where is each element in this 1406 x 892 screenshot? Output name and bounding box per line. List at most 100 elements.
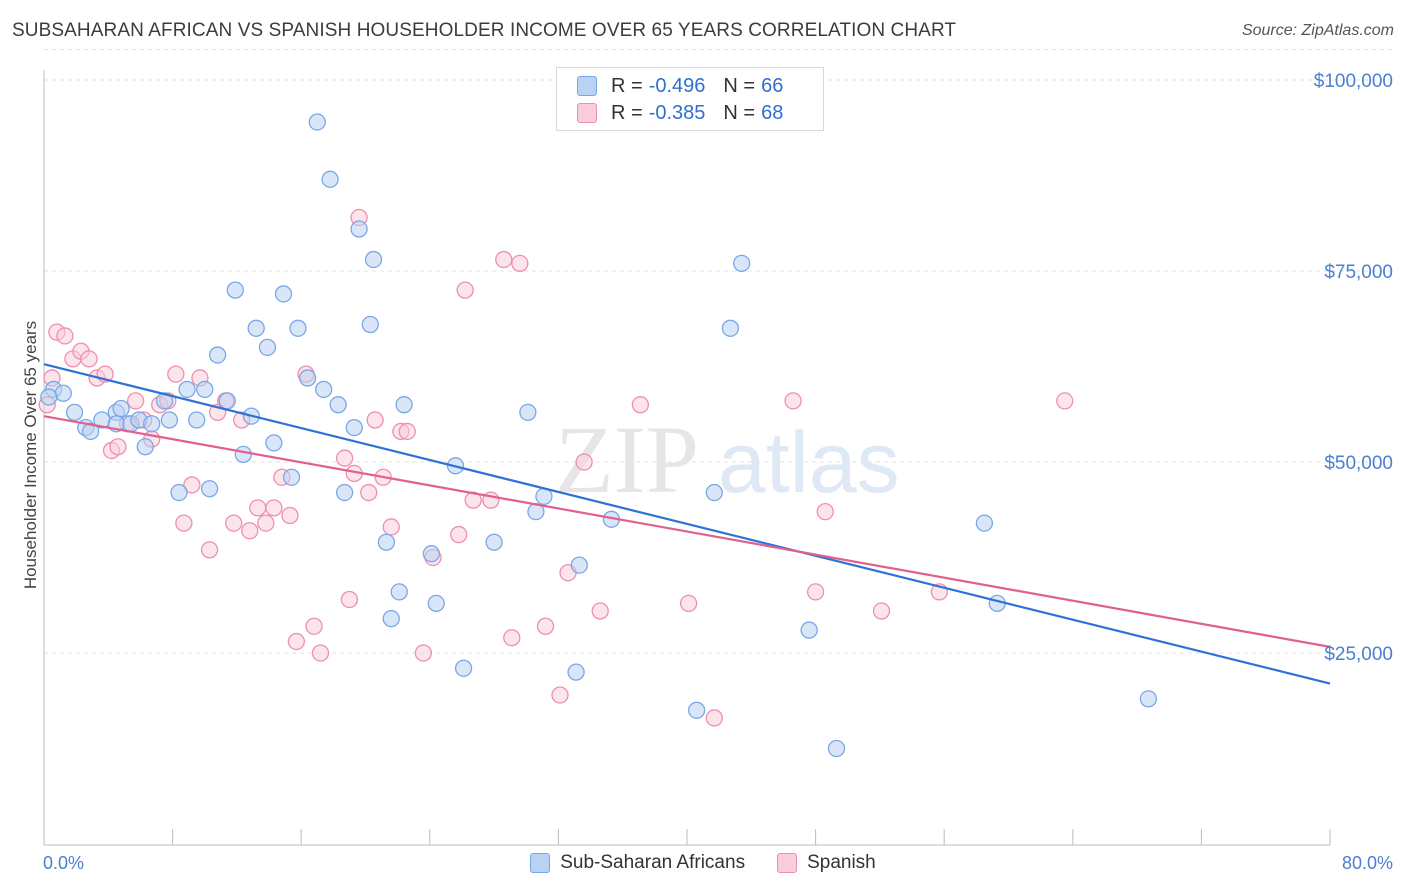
subsaharan-point <box>54 384 72 402</box>
y-tick-label: $50,000 <box>1324 453 1393 474</box>
subsaharan-point <box>827 739 846 758</box>
subsaharan-point <box>687 701 706 719</box>
subsaharan-point <box>321 170 339 188</box>
subsaharan-point <box>800 621 818 639</box>
spanish-point <box>872 602 891 620</box>
spanish-point <box>631 396 650 414</box>
subsaharan-point <box>282 468 301 486</box>
subsaharan-point <box>143 415 161 433</box>
spanish-point <box>80 350 98 368</box>
subsaharan-point <box>345 418 363 437</box>
spanish-point <box>511 254 529 273</box>
spanish-point <box>360 483 378 502</box>
legend-swatch-pink <box>577 103 597 123</box>
spanish-point <box>1056 392 1074 410</box>
trend-lines <box>43 363 1331 685</box>
subsaharan-point <box>226 281 244 299</box>
subsaharan-point <box>136 438 154 456</box>
subsaharan-point <box>377 533 396 551</box>
y-tick-label: $25,000 <box>1324 644 1393 665</box>
subsaharan-point <box>308 113 326 131</box>
spanish-point <box>249 499 267 517</box>
spanish-point <box>679 594 698 612</box>
spanish-point <box>806 583 825 601</box>
legend-label-subsaharan: Sub-Saharan Africans <box>560 852 746 873</box>
subsaharan-point <box>335 483 354 502</box>
subsaharan-point <box>298 369 317 387</box>
subsaharan-point <box>315 380 333 399</box>
spanish-point <box>265 499 283 517</box>
subsaharan-point <box>427 594 445 612</box>
spanish-point <box>536 617 555 635</box>
spanish-point <box>167 365 185 383</box>
spanish-point <box>784 392 802 410</box>
subsaharan-point <box>485 533 503 551</box>
spanish-point <box>281 506 299 525</box>
spanish-point <box>414 644 433 662</box>
spanish-point <box>311 644 330 662</box>
spanish-point <box>175 514 193 532</box>
legend-swatch-blue <box>577 76 597 96</box>
legend-swatch-subsaharan <box>530 853 551 873</box>
legend-row-subsaharan: R = -0.496 N = 66 <box>577 73 783 99</box>
spanish-point <box>183 476 201 494</box>
legend-label-spanish: Spanish <box>807 852 876 873</box>
spanish-point <box>109 438 127 456</box>
subsaharan-point <box>178 380 196 399</box>
legend-n-value: 66 <box>761 74 784 97</box>
series-legend: Sub-Saharan Africans Spanish <box>0 852 1406 874</box>
subsaharan-point <box>570 556 588 574</box>
spanish-trend-line <box>43 415 1331 648</box>
y-tick-label: $100,000 <box>1314 71 1393 92</box>
subsaharan-point <box>234 445 252 464</box>
subsaharan-point <box>382 609 400 628</box>
legend-r-value: -0.496 <box>648 74 706 97</box>
spanish-point <box>257 514 275 532</box>
spanish-point <box>225 514 243 532</box>
subsaharan-point <box>390 583 408 601</box>
y-tick-label: $75,000 <box>1324 262 1393 283</box>
spanish-point <box>495 250 513 269</box>
legend-item-subsaharan[interactable]: Sub-Saharan Africans <box>530 852 745 874</box>
legend-row-spanish: R = -0.385 N = 68 <box>577 100 783 126</box>
subsaharan-point <box>519 403 537 421</box>
subsaharan-point <box>350 220 368 238</box>
legend-r-label: R = <box>611 74 643 97</box>
subsaharan-point <box>975 514 994 532</box>
subsaharan-point <box>196 380 214 399</box>
legend-swatch-spanish <box>777 853 798 873</box>
subsaharan-point <box>1139 690 1158 708</box>
subsaharan-point <box>40 388 58 406</box>
source-label: Source: ZipAtlas.com <box>1241 22 1394 39</box>
subsaharan-point <box>395 396 413 414</box>
legend-n-label: N = <box>723 101 756 124</box>
subsaharan-point <box>422 545 441 563</box>
subsaharan-point <box>170 483 188 502</box>
x-tick-label-max: 80.0% <box>1342 853 1393 873</box>
subsaharan-point <box>567 663 585 681</box>
subsaharan-trend-line <box>43 363 1331 685</box>
y-axis-title: Householder Income Over 65 years <box>21 321 40 589</box>
subsaharan-point <box>160 411 179 429</box>
subsaharan-point <box>361 315 379 334</box>
axes <box>43 70 1331 846</box>
spanish-point <box>551 686 569 704</box>
spanish-point <box>503 629 521 647</box>
legend-r-label: R = <box>611 101 643 124</box>
y-tick-labels: $25,000 $50,000 $75,000 $100,000 <box>1314 71 1393 665</box>
subsaharan-point <box>454 659 473 677</box>
spanish-point <box>382 518 400 536</box>
watermark-atlas: atlas <box>718 415 900 511</box>
spanish-point <box>305 617 323 635</box>
legend-item-spanish[interactable]: Spanish <box>777 852 876 874</box>
legend-r-value: -0.385 <box>648 101 706 124</box>
legend-n-label: N = <box>723 74 756 97</box>
subsaharan-point <box>155 392 174 410</box>
subsaharan-point <box>274 285 293 303</box>
subsaharan-point <box>258 338 277 357</box>
spanish-point <box>450 525 468 544</box>
spanish-point <box>340 590 359 609</box>
subsaharan-point <box>721 319 740 337</box>
subsaharan-point <box>208 346 227 364</box>
